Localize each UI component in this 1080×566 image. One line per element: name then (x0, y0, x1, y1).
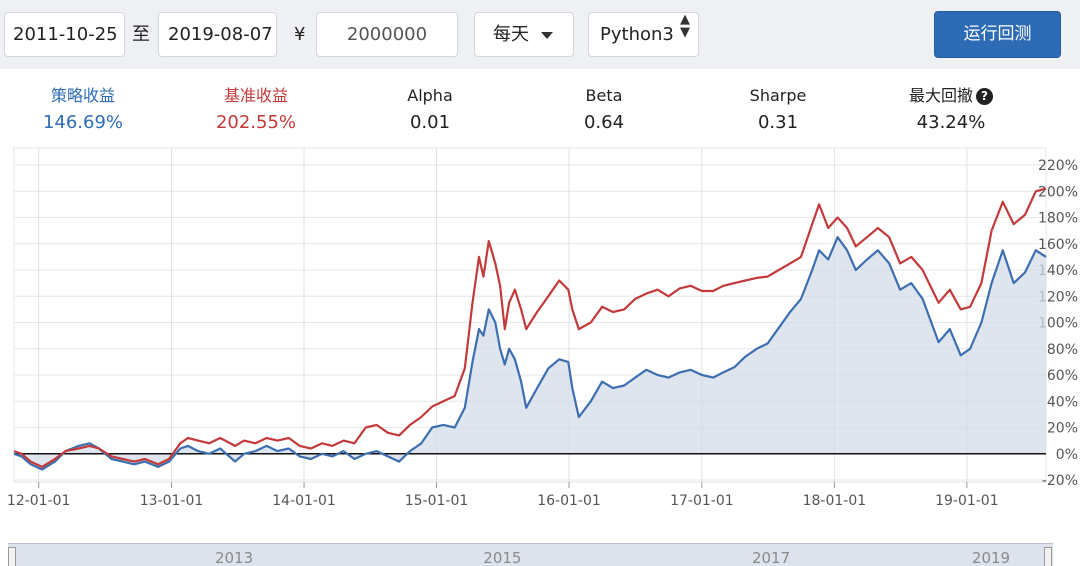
series-area (14, 237, 1046, 470)
y-tick-label: 60% (1047, 368, 1078, 384)
stat-title: 基准收益 (223, 86, 288, 105)
x-tick-label: 16-01-01 (537, 493, 601, 509)
y-tick-label: 120% (1038, 289, 1078, 305)
x-tick-label: 18-01-01 (803, 493, 867, 509)
y-tick-label: 200% (1038, 184, 1078, 200)
frequency-value: 每天 (493, 24, 529, 45)
stat-title: Sharpe (749, 86, 807, 105)
stat-benchmark-return: 基准收益 202.55% (166, 84, 346, 137)
series-line (13, 187, 1047, 468)
currency-label: ¥ (294, 24, 306, 45)
question-icon[interactable]: ? (976, 88, 993, 105)
navigator-year-label: 2013 (214, 549, 254, 566)
y-tick-label: 180% (1038, 211, 1078, 227)
sort-updown-icon: ▲ ▼ (680, 12, 690, 40)
stat-max-drawdown: 最大回撤? 43.24% (861, 84, 1041, 137)
to-label: 至 (132, 24, 150, 45)
language-select[interactable]: Python3 ▲ ▼ (588, 12, 699, 57)
run-backtest-button[interactable]: 运行回测 (934, 11, 1061, 58)
stat-title: 策略收益 (50, 86, 115, 105)
y-tick-label: 0% (1056, 447, 1078, 463)
y-tick-label: 140% (1038, 263, 1078, 279)
y-tick-label: 100% (1038, 316, 1078, 332)
stat-value: 202.55% (215, 112, 297, 133)
navigator-year-label: 2015 (483, 549, 522, 566)
y-tick-label: 80% (1047, 342, 1078, 358)
stat-strategy-return: 策略收益 146.69% (0, 84, 173, 137)
y-tick-label: 220% (1038, 158, 1078, 174)
y-tick-label: 40% (1047, 394, 1078, 410)
y-tick-label: 20% (1047, 421, 1078, 437)
stat-beta: Beta 0.64 (514, 84, 694, 137)
stat-value: 0.31 (757, 112, 799, 133)
stat-sharpe: Sharpe 0.31 (688, 84, 868, 137)
navigator-year-label: 2017 (751, 549, 791, 566)
x-tick-label: 14-01-01 (272, 493, 336, 509)
stats-summary: 策略收益 146.69% 基准收益 202.55% Alpha 0.01 Bet… (0, 84, 1080, 140)
range-navigator[interactable]: 2013 2015 2017 2019 (8, 543, 1053, 566)
stat-value: 146.69% (42, 112, 124, 133)
x-tick-label: 13-01-01 (140, 493, 204, 509)
end-date-input[interactable]: 2019-08-07 (158, 12, 277, 57)
stat-value: 0.01 (409, 112, 451, 133)
stat-title: 最大回撤 (908, 86, 973, 105)
navigator-year-label: 2019 (971, 549, 1011, 566)
y-tick-label: -20% (1042, 473, 1078, 489)
stat-alpha: Alpha 0.01 (340, 84, 520, 137)
backtest-toolbar: 2011-10-25 至 2019-08-07 ¥ 2000000 每天 Pyt… (0, 0, 1080, 69)
capital-input[interactable]: 2000000 (316, 12, 458, 57)
series-line (13, 236, 1047, 471)
x-tick-label: 19-01-01 (935, 493, 999, 509)
stat-value: 43.24% (916, 112, 986, 133)
navigator-right-handle[interactable] (1044, 547, 1052, 566)
language-value: Python3 (600, 24, 674, 45)
x-tick-label: 12-01-01 (7, 493, 71, 509)
y-tick-label: 160% (1038, 237, 1078, 253)
caret-down-icon (541, 32, 553, 39)
stat-title: Beta (585, 86, 623, 105)
navigator-left-handle[interactable] (8, 547, 16, 566)
stat-title-row: 最大回撤? (861, 84, 1041, 108)
stat-title: Alpha (407, 86, 453, 105)
stat-value: 0.64 (583, 112, 625, 133)
returns-chart: 220% 200% 180% 160% 140% 120% 100% 80% 60% 40% 20%… (7, 147, 1078, 509)
frequency-select[interactable]: 每天 (474, 12, 574, 57)
start-date-input[interactable]: 2011-10-25 (4, 12, 125, 57)
x-tick-label: 17-01-01 (670, 493, 734, 509)
x-tick-label: 15-01-01 (405, 493, 469, 509)
